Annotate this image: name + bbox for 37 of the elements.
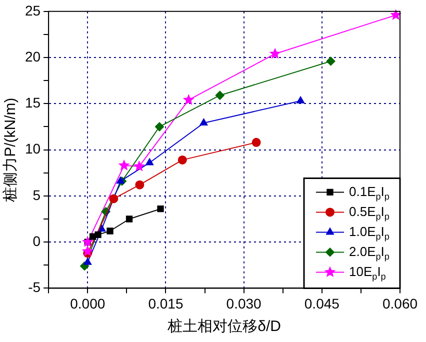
point [94, 231, 102, 238]
y-tick-label: 20 [24, 48, 41, 64]
point [84, 258, 92, 265]
x-axis-title: 桩土相对位移δ/D [166, 318, 282, 336]
x-tick-label: 0.030 [226, 295, 262, 312]
point [296, 96, 305, 104]
text: 0.000 [70, 295, 106, 312]
point [200, 118, 208, 126]
y-tick-label: 25 [24, 2, 41, 18]
point [82, 236, 94, 247]
point [135, 180, 144, 190]
point [326, 56, 336, 66]
point [215, 90, 224, 100]
point [269, 48, 281, 59]
y-tick-label: 15 [24, 94, 41, 111]
point [178, 155, 187, 164]
x-tick-label: 0.015 [148, 295, 184, 312]
x-tick-label: 0.045 [304, 295, 340, 312]
point [116, 176, 124, 184]
y-axis-title: 桩侧力P/(kN/m) [2, 98, 20, 203]
point [133, 160, 145, 172]
point [106, 228, 114, 234]
point [118, 159, 130, 170]
y-tick-label: 10 [24, 140, 41, 157]
point [146, 158, 154, 166]
point [109, 194, 118, 204]
y-tick-label: -5 [28, 279, 41, 296]
point [390, 9, 402, 20]
y-tick-label: 5 [32, 186, 41, 203]
point [82, 245, 94, 256]
point [252, 138, 261, 147]
point [154, 122, 164, 132]
point [157, 206, 164, 212]
y-tick-label: 0 [32, 232, 41, 249]
x-tick-label: 0.060 [382, 295, 418, 312]
point [126, 216, 133, 222]
point [182, 94, 194, 105]
